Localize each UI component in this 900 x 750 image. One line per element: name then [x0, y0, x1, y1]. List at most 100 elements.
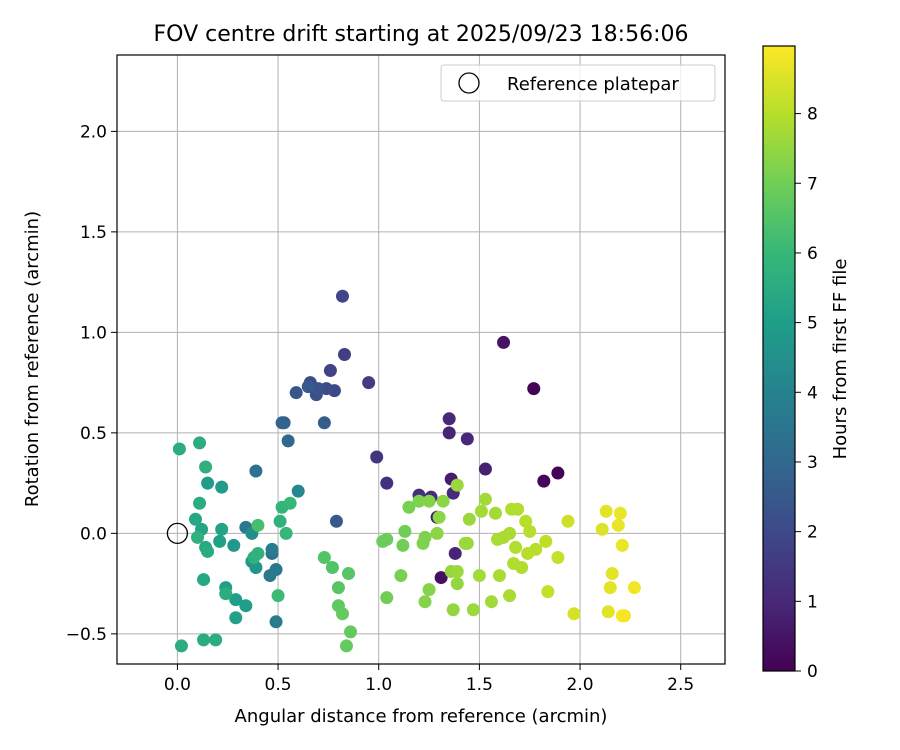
data-point: [329, 514, 343, 528]
x-tick-label: 0.5: [265, 675, 292, 695]
data-point: [402, 500, 416, 514]
data-point: [519, 514, 533, 528]
data-point: [418, 595, 432, 609]
data-point: [271, 589, 285, 603]
data-point: [462, 512, 476, 526]
legend-box: [440, 64, 716, 102]
data-point: [509, 540, 523, 554]
data-point: [493, 569, 507, 583]
data-point: [380, 532, 394, 546]
data-point: [398, 524, 412, 538]
data-point: [362, 376, 376, 390]
plot-area: [116, 54, 726, 665]
data-point: [474, 504, 488, 518]
data-point: [442, 412, 456, 426]
data-point: [432, 510, 446, 524]
data-point: [539, 534, 553, 548]
data-point: [527, 382, 541, 396]
data-point: [484, 595, 498, 609]
data-point: [418, 530, 432, 544]
data-point: [311, 382, 325, 396]
data-point: [537, 474, 551, 488]
data-point: [275, 416, 289, 430]
data-point: [269, 615, 283, 629]
data-point: [191, 530, 205, 544]
data-point: [174, 639, 188, 653]
data-point: [215, 480, 229, 494]
data-point: [511, 502, 525, 516]
data-point: [478, 492, 492, 506]
data-point: [265, 542, 279, 556]
data-point: [335, 289, 349, 303]
data-point: [317, 550, 331, 564]
reference-platepar-marker: [166, 522, 189, 545]
data-point: [478, 462, 492, 476]
x-tick-label: 2.0: [567, 675, 594, 695]
data-point: [450, 577, 464, 591]
data-point: [189, 512, 203, 526]
data-point: [412, 494, 426, 508]
colorbar-tick-label: 1: [807, 592, 818, 612]
data-point: [460, 432, 474, 446]
data-point: [394, 569, 408, 583]
data-point: [515, 561, 529, 575]
data-point: [613, 506, 627, 520]
data-point: [197, 573, 211, 587]
colorbar-tick-label: 5: [807, 314, 818, 334]
y-tick-label: 1.0: [80, 323, 107, 343]
data-point: [193, 436, 207, 450]
data-point: [567, 607, 581, 621]
x-tick-label: 1.5: [466, 675, 493, 695]
colorbar: 0 1 2 3 4 5 6 7 8 Hours from first FF file: [762, 45, 851, 682]
colorbar-tick-label: 2: [807, 523, 818, 543]
data-point: [448, 546, 462, 560]
data-point: [523, 524, 537, 538]
colorbar-tick-label: 8: [807, 105, 818, 125]
y-axis-label: Rotation from reference (arcmin): [22, 211, 43, 507]
data-point: [446, 603, 460, 617]
data-point: [380, 476, 394, 490]
data-point: [325, 561, 339, 575]
data-point: [460, 536, 474, 550]
data-point: [317, 416, 331, 430]
data-point: [263, 569, 277, 583]
data-point: [227, 538, 241, 552]
y-tick-label: 1.5: [80, 223, 107, 243]
data-point: [251, 546, 265, 560]
data-point: [340, 639, 354, 653]
data-point: [281, 434, 295, 448]
x-axis-ticks: 0.0 0.5 1.0 1.5 2.0 2.5: [164, 664, 694, 695]
data-point: [466, 603, 480, 617]
data-point: [605, 567, 619, 581]
x-tick-label: 1.0: [365, 675, 392, 695]
data-point: [251, 518, 265, 532]
data-point: [213, 534, 227, 548]
data-point: [541, 585, 555, 599]
colorbar-tick-label: 4: [807, 383, 818, 403]
data-point: [323, 364, 337, 378]
data-point: [342, 567, 356, 581]
data-point: [249, 561, 263, 575]
data-point: [595, 522, 609, 536]
data-point: [529, 542, 543, 556]
colorbar-label: Hours from first FF file: [830, 259, 851, 460]
y-tick-label: 0.5: [80, 424, 107, 444]
legend: Reference platepar: [440, 64, 716, 102]
legend-label-reference: Reference platepar: [507, 74, 679, 95]
x-tick-label: 0.0: [164, 675, 191, 695]
data-point: [193, 496, 207, 510]
data-point: [497, 335, 511, 349]
colorbar-ticks: 0 1 2 3 4 5 6 7 8: [795, 105, 818, 682]
colorbar-tick-label: 3: [807, 453, 818, 473]
data-point: [380, 591, 394, 605]
data-point: [201, 476, 215, 490]
data-point: [335, 607, 349, 621]
data-point: [215, 522, 229, 536]
data-point: [615, 609, 629, 623]
chart-title: FOV centre drift starting at 2025/09/23 …: [154, 22, 689, 47]
data-points: [172, 289, 641, 653]
data-point: [430, 526, 444, 540]
colorbar-tick-label: 6: [807, 244, 818, 264]
data-point: [601, 605, 615, 619]
